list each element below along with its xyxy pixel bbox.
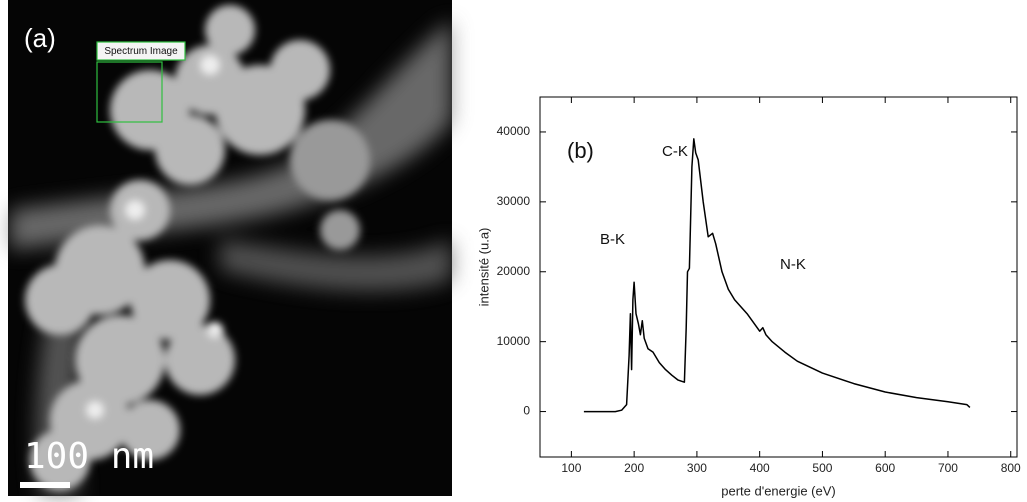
x-axis-label: perte d'energie (eV) — [721, 483, 836, 498]
x-tick-label: 400 — [750, 461, 770, 475]
spectrum-line — [583, 138, 971, 413]
x-tick-label: 300 — [687, 461, 707, 475]
roi-label: Spectrum Image — [104, 46, 178, 57]
x-tick-label: 600 — [875, 461, 895, 475]
y-axis-label: intensité (u.a) — [476, 228, 491, 307]
x-tick-label: 700 — [938, 461, 958, 475]
x-tick-label: 200 — [624, 461, 644, 475]
annotation: B-K — [600, 231, 625, 248]
y-tick-label: 0 — [523, 404, 530, 418]
y-tick-label: 40000 — [497, 124, 531, 138]
annotation: C-K — [662, 143, 688, 160]
y-tick-label: 30000 — [497, 194, 531, 208]
y-tick-label: 10000 — [497, 334, 531, 348]
panel-label: (a) — [24, 23, 56, 53]
y-tick-label: 20000 — [497, 264, 531, 278]
chart: 100 200 300 400 500 600 700 800 0 10000 20000 30000… — [476, 96, 1021, 498]
x-tick-label: 800 — [1001, 461, 1021, 475]
annotation: N-K — [780, 256, 806, 273]
plot-frame — [539, 96, 1018, 458]
tem-image: Spectrum Image (a) 100 nm — [8, 0, 452, 496]
scale-bar-label: 100 nm — [24, 436, 154, 477]
x-tick-label: 100 — [561, 461, 581, 475]
annotation: (b) — [567, 138, 594, 163]
x-tick-label: 500 — [812, 461, 832, 475]
